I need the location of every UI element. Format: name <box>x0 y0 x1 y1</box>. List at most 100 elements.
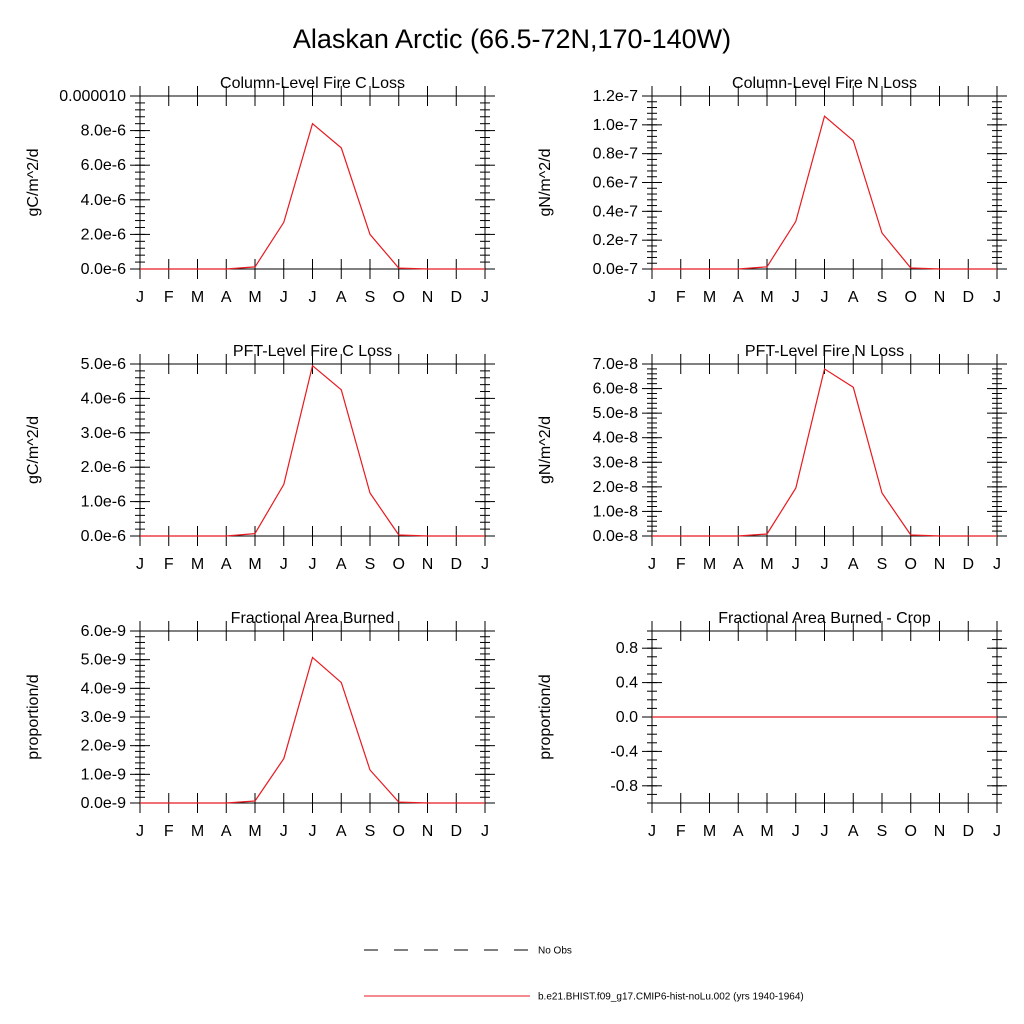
x-tick-label: F <box>164 556 174 573</box>
y-tick-label: 2.0e-9 <box>81 738 126 755</box>
y-tick-label: 0.8e-7 <box>593 146 638 163</box>
y-tick-label: 3.0e-8 <box>593 454 638 471</box>
y-tick-label: 2.0e-6 <box>81 459 126 476</box>
y-tick-label: 2.0e-8 <box>593 479 638 496</box>
y-axis-label: proportion/d <box>25 674 42 759</box>
x-tick-label: O <box>393 289 405 306</box>
x-tick-label: N <box>934 556 946 573</box>
x-tick-label: A <box>848 289 859 306</box>
x-tick-label: J <box>280 823 288 840</box>
x-tick-label: A <box>733 289 744 306</box>
x-tick-label: D <box>962 823 974 840</box>
x-tick-label: A <box>733 823 744 840</box>
y-tick-label: 6.0e-9 <box>81 623 126 640</box>
x-tick-label: J <box>481 289 489 306</box>
x-tick-label: J <box>792 823 800 840</box>
chart-panel-1: Column-Level Fire C Loss gC/m^2/d 0.0e-6 2.… <box>25 75 495 306</box>
x-tick-label: N <box>422 823 434 840</box>
x-tick-label: J <box>792 289 800 306</box>
y-axis-label: gN/m^2/d <box>537 416 554 484</box>
series-line-model <box>140 656 485 804</box>
x-tick-label: S <box>877 556 888 573</box>
y-tick-label: 3.0e-9 <box>81 709 126 726</box>
x-tick-label: J <box>792 556 800 573</box>
x-tick-label: A <box>848 556 859 573</box>
y-tick-label: 0.0e-7 <box>593 261 638 278</box>
x-tick-label: J <box>309 289 317 306</box>
figure-title: Alaskan Arctic (66.5-72N,170-140W) <box>292 24 732 54</box>
chart-panel-4: PFT-Level Fire N Loss gN/m^2/d 0.0e-8 1.0e-… <box>537 343 1007 573</box>
y-tick-label: 0.0 <box>616 709 638 726</box>
x-tick-label: M <box>760 556 773 573</box>
y-tick-label: 1.0e-9 <box>81 766 126 783</box>
x-tick-label: D <box>450 289 462 306</box>
x-tick-label: O <box>905 823 917 840</box>
x-tick-label: M <box>191 556 204 573</box>
x-tick-label: M <box>703 823 716 840</box>
x-tick-label: A <box>848 823 859 840</box>
y-axis-label: proportion/d <box>537 674 554 759</box>
x-tick-label: J <box>280 556 288 573</box>
y-tick-label: 0.000010 <box>59 88 126 105</box>
chart-panels: Column-Level Fire C Loss gC/m^2/d 0.0e-6 2.… <box>25 75 1007 840</box>
y-tick-label: 0.4e-7 <box>593 203 638 220</box>
x-tick-label: J <box>136 289 144 306</box>
y-tick-label: 1.0e-6 <box>81 494 126 511</box>
y-tick-label: 4.0e-9 <box>81 680 126 697</box>
x-tick-label: F <box>676 289 686 306</box>
chart-panel-2: Column-Level Fire N Loss gN/m^2/d 0.0e-7 0.… <box>537 75 1007 306</box>
y-tick-label: -0.8 <box>610 778 638 795</box>
y-tick-label: 0.2e-7 <box>593 232 638 249</box>
x-tick-label: S <box>877 823 888 840</box>
x-tick-label: M <box>248 823 261 840</box>
x-tick-label: J <box>993 556 1001 573</box>
x-tick-label: O <box>393 823 405 840</box>
y-tick-label: 0.0e-9 <box>81 795 126 812</box>
panel-title: Column-Level Fire N Loss <box>732 75 917 92</box>
x-tick-label: O <box>905 556 917 573</box>
x-tick-label: J <box>648 556 656 573</box>
y-tick-label: 6.0e-6 <box>81 157 126 174</box>
chart-panel-6: Fractional Area Burned - Crop proportion/… <box>537 610 1007 840</box>
y-tick-label: 0.0e-8 <box>593 528 638 545</box>
legend-obs-label: No Obs <box>538 946 572 957</box>
x-tick-label: J <box>821 289 829 306</box>
x-tick-label: J <box>648 823 656 840</box>
y-axis-label: gN/m^2/d <box>537 149 554 217</box>
plot-frame <box>651 363 998 537</box>
x-tick-label: A <box>221 823 232 840</box>
x-tick-label: A <box>336 823 347 840</box>
x-tick-label: M <box>703 289 716 306</box>
y-tick-label: 2.0e-6 <box>81 226 126 243</box>
y-tick-label: 8.0e-6 <box>81 123 126 140</box>
x-tick-label: J <box>309 823 317 840</box>
y-tick-label: 5.0e-6 <box>81 356 126 373</box>
x-tick-label: M <box>703 556 716 573</box>
x-tick-label: F <box>676 556 686 573</box>
x-tick-label: A <box>733 556 744 573</box>
x-tick-label: O <box>905 289 917 306</box>
panel-title: Fractional Area Burned <box>231 610 395 627</box>
x-tick-label: S <box>365 823 376 840</box>
panel-title: Column-Level Fire C Loss <box>220 75 405 92</box>
x-tick-label: J <box>481 556 489 573</box>
legend-model-label: b.e21.BHIST.f09_g17.CMIP6-hist-noLu.002 … <box>538 992 804 1003</box>
chart-panel-3: PFT-Level Fire C Loss gC/m^2/d 0.0e-6 1.0e-… <box>25 343 495 573</box>
y-axis-label: gC/m^2/d <box>25 416 42 484</box>
y-tick-label: 0.4 <box>616 675 638 692</box>
y-tick-label: -0.4 <box>610 743 638 760</box>
series-line-model <box>652 367 997 537</box>
y-tick-label: 6.0e-8 <box>593 381 638 398</box>
panel-title: PFT-Level Fire C Loss <box>233 343 392 360</box>
panel-title: PFT-Level Fire N Loss <box>745 343 904 360</box>
x-tick-label: M <box>191 289 204 306</box>
x-tick-label: J <box>648 289 656 306</box>
x-tick-label: A <box>221 556 232 573</box>
x-tick-label: D <box>962 556 974 573</box>
y-tick-label: 5.0e-8 <box>593 405 638 422</box>
x-tick-label: J <box>309 556 317 573</box>
y-tick-label: 7.0e-8 <box>593 356 638 373</box>
x-tick-label: A <box>221 289 232 306</box>
x-tick-label: J <box>821 556 829 573</box>
